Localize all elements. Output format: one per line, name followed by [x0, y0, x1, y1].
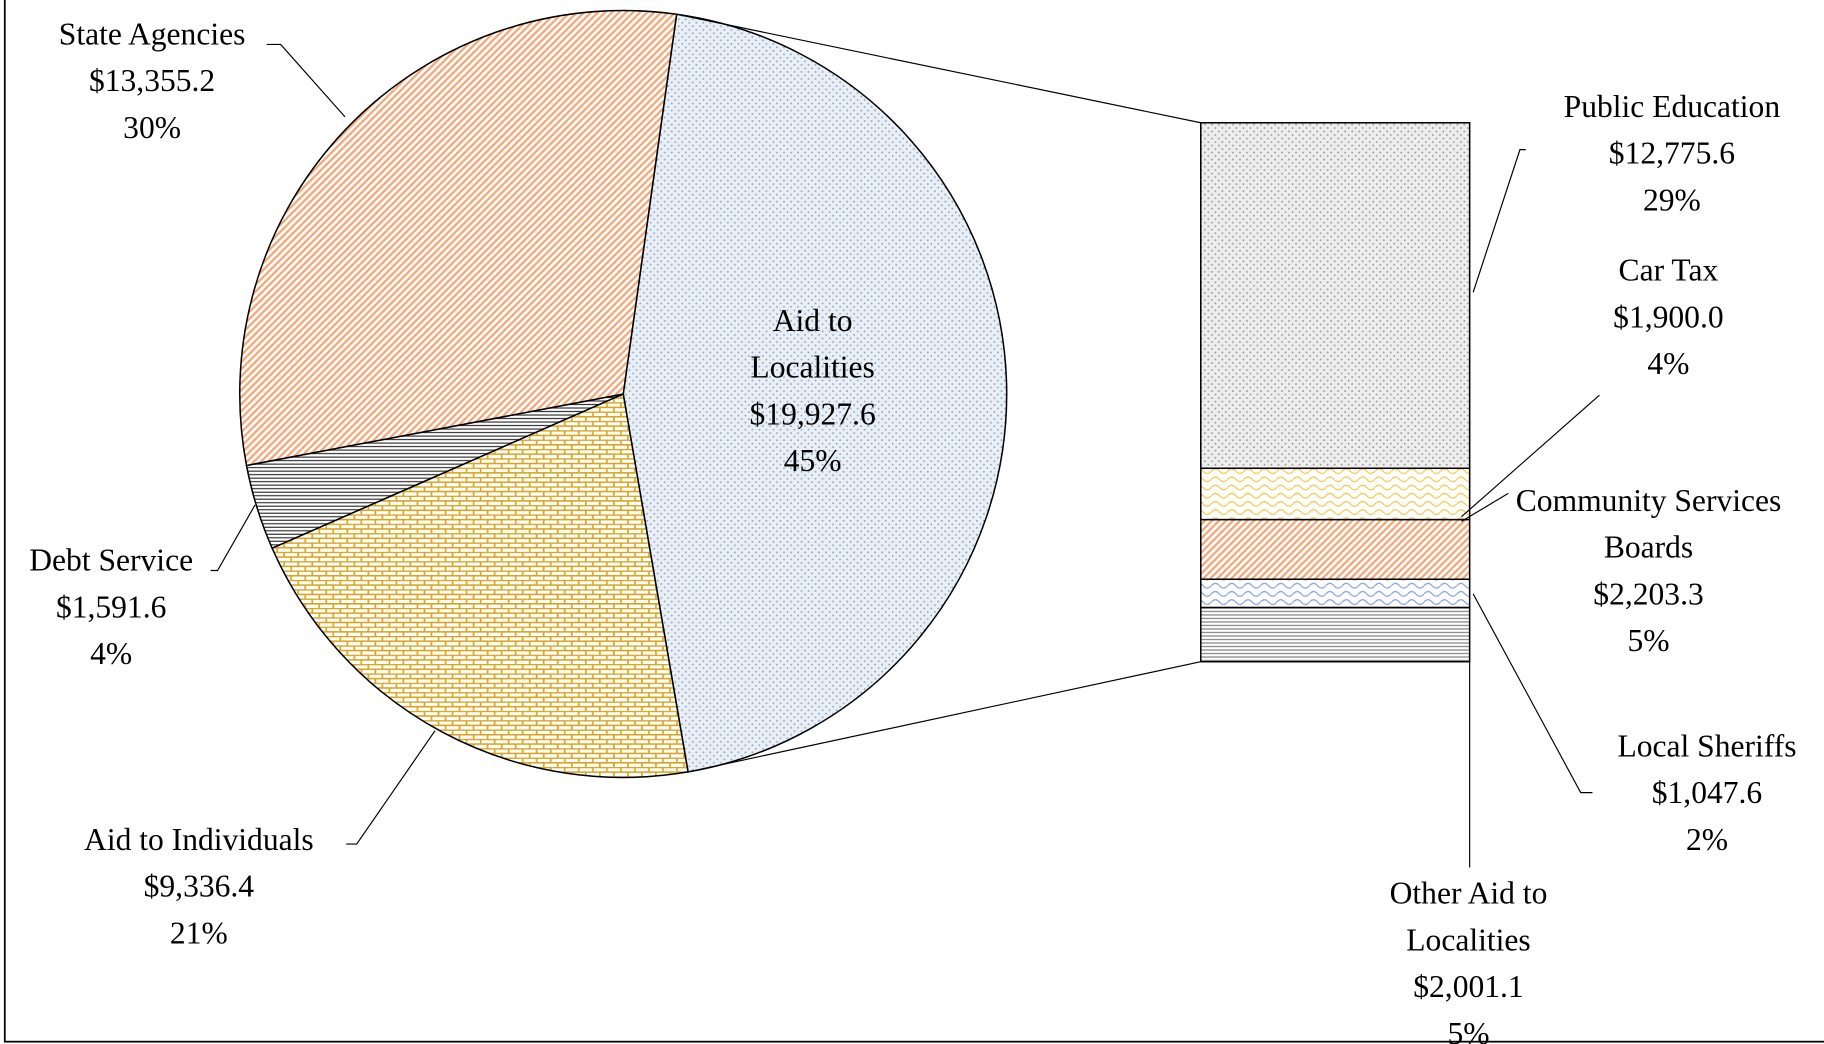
data-label-value: $12,775.6 [1609, 136, 1735, 171]
connector-line [687, 661, 1201, 773]
data-label-name: Debt Service [29, 543, 193, 578]
data-label-value: $1,900.0 [1613, 299, 1723, 334]
data-label-name: Aid to Individuals [84, 822, 314, 857]
data-label-percent: 45% [784, 443, 842, 478]
data-label-percent: 29% [1643, 182, 1701, 217]
data-label-name: Other Aid to Localities [1390, 876, 1548, 958]
data-label-percent: 5% [1447, 1016, 1489, 1044]
data-label-percent: 4% [1647, 346, 1689, 381]
pie-slice [239, 9, 678, 467]
leader-line [1461, 394, 1600, 518]
data-label-percent: 4% [90, 636, 132, 671]
leader-line [266, 43, 346, 118]
data-label-value: $2,203.3 [1593, 576, 1703, 611]
frame [3, 0, 1824, 1043]
bar-segment [1200, 121, 1471, 470]
bar-segment [1200, 467, 1471, 521]
bar-segment [1200, 578, 1471, 609]
data-label-percent: 21% [170, 915, 228, 950]
data-label-name: Community Services Boards [1516, 483, 1782, 565]
leader-line [1461, 492, 1509, 522]
data-label-percent: 5% [1627, 623, 1669, 658]
data-label-value: $9,336.4 [144, 869, 255, 904]
pie-slice [271, 392, 689, 779]
bar-segment [1200, 606, 1471, 663]
data-label-percent: 30% [123, 110, 181, 145]
data-label-percent: 2% [1686, 822, 1728, 857]
data-label-name: State Agencies [59, 16, 246, 51]
data-label-name: Public Education [1564, 89, 1781, 124]
connector-line [676, 13, 1201, 124]
data-label-value: $1,047.6 [1652, 775, 1762, 810]
leader-line [1472, 149, 1526, 293]
bar-segment [1200, 518, 1471, 581]
data-label-value: $13,355.2 [89, 63, 215, 98]
leader-line [1472, 593, 1593, 794]
data-label-value: $2,001.1 [1413, 969, 1523, 1004]
data-label-value: $19,927.6 [750, 396, 876, 431]
pie-slice [622, 13, 1008, 773]
data-label-name: Aid to Localities [750, 303, 874, 385]
data-label-name: Car Tax [1619, 253, 1719, 288]
data-label-name: Local Sheriffs [1617, 728, 1796, 763]
leader-line [346, 730, 436, 845]
leader-line [210, 504, 256, 572]
data-label-value: $1,591.6 [56, 589, 166, 624]
